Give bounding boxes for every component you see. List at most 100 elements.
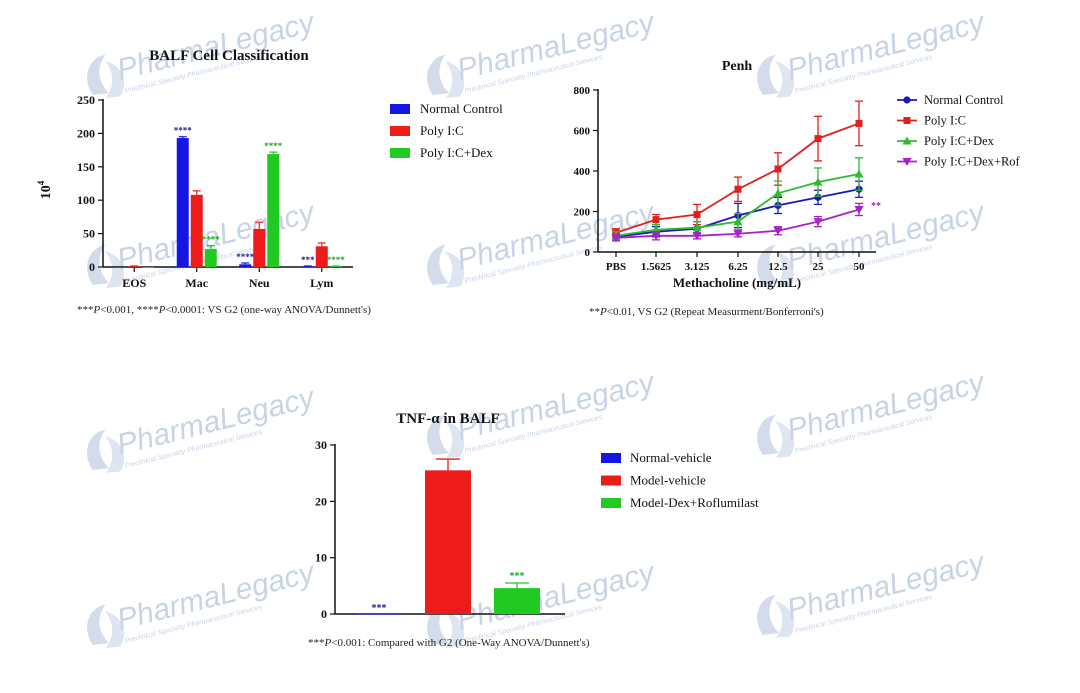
data-point bbox=[773, 227, 783, 236]
x-tick-label: Mac bbox=[185, 276, 208, 290]
data-point bbox=[813, 218, 823, 227]
x-tick-label: 3.125 bbox=[685, 261, 710, 273]
watermark-logo-icon bbox=[104, 251, 124, 288]
watermark-logo-icon bbox=[427, 244, 449, 286]
bar bbox=[329, 266, 342, 267]
legend-swatch bbox=[601, 475, 621, 486]
significance-label: *** bbox=[510, 571, 525, 582]
watermark-brand: PharmaLegacy bbox=[784, 5, 990, 86]
data-point bbox=[855, 119, 863, 127]
bar bbox=[315, 246, 328, 267]
x-tick-label: Lym bbox=[310, 276, 333, 290]
data-point bbox=[902, 158, 912, 166]
x-tick-label: 25 bbox=[813, 261, 825, 273]
watermark-brand: PharmaLegacy bbox=[454, 5, 660, 86]
significance-label: **** bbox=[264, 141, 283, 151]
legend-label: Poly I:C bbox=[924, 114, 966, 128]
footnote: **P<0.01, VS G2 (Repeat Measurment/Bonfe… bbox=[589, 306, 824, 318]
chart-penh: Penh 0 200 400 600 800 PBS 1.5625 3.125 6.25 12.5 2… bbox=[574, 59, 1021, 318]
x-tick-label: 6.25 bbox=[728, 261, 748, 273]
watermark-logo-icon bbox=[444, 61, 464, 98]
watermark-logo-icon bbox=[757, 594, 779, 636]
y-tick-label: 600 bbox=[574, 126, 591, 138]
watermark-logo-icon bbox=[87, 54, 109, 96]
legend-label: Model-Dex+Roflumilast bbox=[630, 495, 759, 510]
bar bbox=[425, 470, 471, 614]
watermark-logo-icon bbox=[774, 421, 794, 458]
data-point bbox=[651, 232, 661, 241]
watermark-logo-icon bbox=[87, 604, 109, 646]
bar bbox=[494, 588, 540, 614]
y-tick-label: 20 bbox=[315, 494, 327, 508]
legend-label: Normal-vehicle bbox=[630, 450, 712, 465]
data-point bbox=[774, 165, 782, 173]
significance-label: **** bbox=[236, 252, 255, 262]
data-point bbox=[611, 234, 621, 243]
data-point bbox=[652, 216, 660, 224]
watermark-logo-icon bbox=[87, 429, 109, 471]
legend-swatch bbox=[601, 498, 621, 508]
significance-label: **** bbox=[174, 126, 193, 136]
y-tick-label: 800 bbox=[574, 85, 591, 97]
data-point bbox=[693, 211, 701, 219]
x-tick-label: 12.5 bbox=[768, 261, 788, 273]
y-tick-label: 200 bbox=[574, 207, 591, 219]
watermark-brand: PharmaLegacy bbox=[784, 545, 990, 626]
footnote: ***P<0.001: Compared with G2 (One-Way AN… bbox=[308, 637, 590, 649]
bar bbox=[267, 154, 280, 267]
data-point bbox=[773, 188, 783, 197]
chart-title: Penh bbox=[722, 59, 753, 74]
legend-label: Normal Control bbox=[924, 93, 1004, 107]
bar bbox=[176, 138, 189, 267]
significance-label: *** bbox=[372, 603, 387, 614]
data-point bbox=[854, 169, 864, 178]
data-point bbox=[692, 232, 702, 241]
watermark-logo-icon bbox=[444, 611, 464, 648]
y-tick-label: 0 bbox=[321, 607, 327, 621]
watermark-logo-icon bbox=[774, 61, 794, 98]
x-axis-label: Methacholine (mg/mL) bbox=[673, 275, 801, 290]
data-point bbox=[692, 223, 702, 232]
legend-swatch bbox=[390, 126, 410, 136]
watermark-brand: PharmaLegacy bbox=[114, 555, 320, 636]
watermark-brand: PharmaLegacy bbox=[454, 365, 660, 446]
legend-swatch bbox=[390, 104, 410, 114]
series-3 bbox=[611, 202, 864, 243]
y-tick-label: 200 bbox=[77, 126, 95, 140]
bar bbox=[204, 248, 217, 267]
data-point bbox=[902, 136, 912, 145]
watermark-logo-icon bbox=[774, 601, 794, 638]
watermark-logo-icon bbox=[427, 414, 449, 456]
bar bbox=[190, 194, 203, 267]
legend-label: Poly I:C+Dex bbox=[924, 134, 995, 148]
data-point bbox=[814, 193, 822, 201]
data-point bbox=[734, 185, 742, 193]
data-point bbox=[733, 217, 743, 226]
data-point bbox=[903, 117, 911, 124]
watermark-brand: PharmaLegacy bbox=[454, 555, 660, 636]
significance-label: **** bbox=[202, 235, 221, 245]
watermark-logo-icon bbox=[104, 61, 124, 98]
chart-tnf-alpha: TNF-α in BALF 0 10 20 30 *** *** Normal-vehicle… bbox=[308, 411, 759, 649]
data-point bbox=[733, 230, 743, 239]
watermark-logo-icon bbox=[757, 54, 779, 96]
watermark-logo-icon bbox=[444, 421, 464, 458]
significance-label: **** bbox=[327, 255, 346, 265]
y-tick-label: 50 bbox=[83, 227, 95, 241]
footnote: ***P<0.001, ****P<0.0001: VS G2 (one-way… bbox=[77, 304, 371, 316]
legend-label: Poly I:C+Dex bbox=[420, 145, 493, 160]
y-tick-label: 150 bbox=[77, 160, 95, 174]
watermark-logo-icon bbox=[757, 244, 779, 286]
watermark-logo-icon bbox=[104, 611, 124, 648]
x-tick-label: PBS bbox=[606, 261, 626, 273]
watermark-logo-icon bbox=[757, 414, 779, 456]
watermark-logo-icon bbox=[774, 251, 794, 288]
chart-title: TNF-α in BALF bbox=[396, 411, 499, 427]
bar bbox=[356, 614, 402, 615]
bar bbox=[301, 266, 314, 267]
legend-label: Poly I:C+Dex+Rof bbox=[924, 155, 1021, 169]
